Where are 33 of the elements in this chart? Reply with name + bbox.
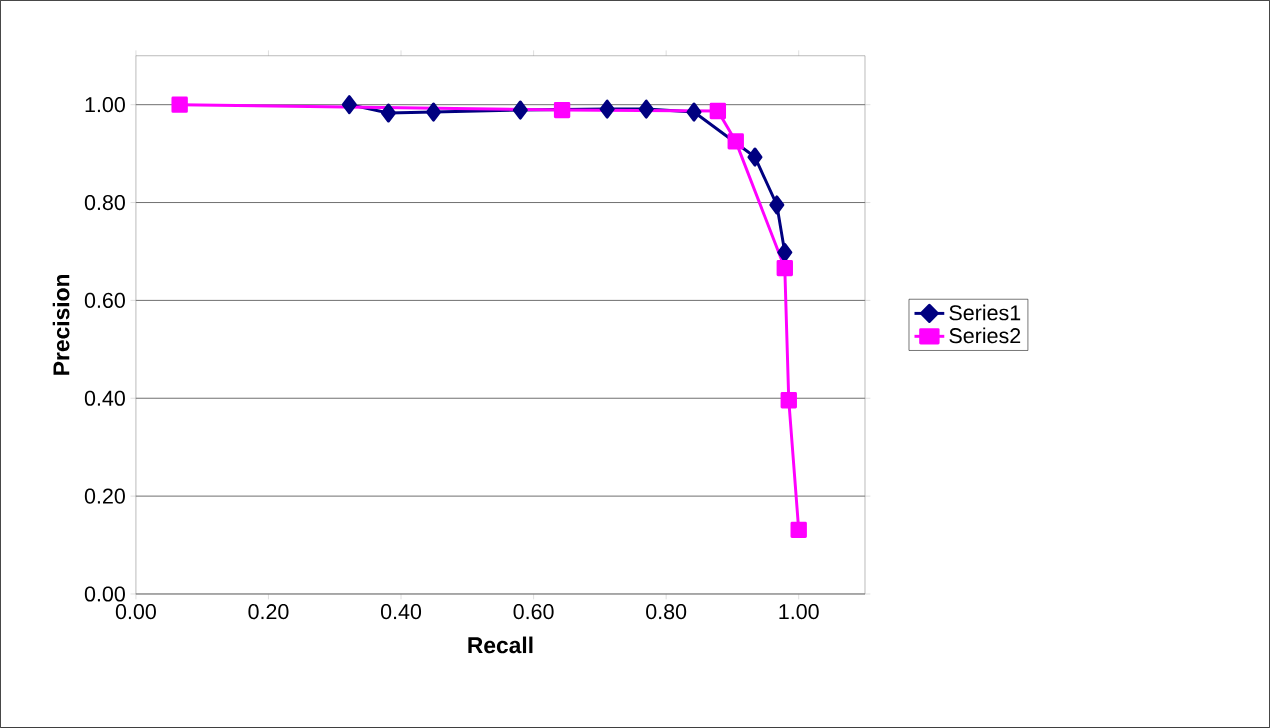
point	[686, 102, 702, 122]
x-axis-title: Recall	[468, 636, 533, 654]
x-tick-label: 0.80	[646, 604, 687, 620]
x-tick-label: 0.20	[248, 604, 289, 620]
point	[790, 521, 807, 539]
point	[341, 95, 357, 115]
x-tick-label: 0.40	[380, 604, 422, 620]
y-tick-label: 0.60	[84, 292, 125, 309]
x-tick-label: 0.60	[513, 604, 554, 620]
point	[776, 259, 793, 277]
point	[727, 133, 744, 150]
point	[769, 195, 785, 215]
legend-label: Series2	[949, 327, 1021, 344]
point	[777, 242, 793, 262]
y-axis-title: Precision	[52, 274, 70, 375]
y-tick-label: 0.20	[84, 488, 125, 504]
point	[553, 101, 571, 119]
point	[380, 103, 396, 123]
point	[638, 99, 654, 119]
x-tick-label: 0.00	[115, 604, 156, 620]
y-tick-label: 1.00	[85, 97, 125, 113]
point	[780, 392, 797, 409]
point	[709, 102, 727, 120]
point	[747, 147, 763, 167]
point	[512, 100, 528, 120]
legend-label: Series1	[949, 304, 1021, 321]
y-tick-label: 0.80	[84, 194, 125, 211]
point	[599, 99, 615, 119]
point	[171, 96, 188, 113]
y-tick-label: 0.00	[84, 586, 125, 602]
point	[425, 102, 442, 122]
x-tick-label: 1.00	[779, 604, 819, 620]
y-tick-label: 0.40	[84, 390, 125, 406]
